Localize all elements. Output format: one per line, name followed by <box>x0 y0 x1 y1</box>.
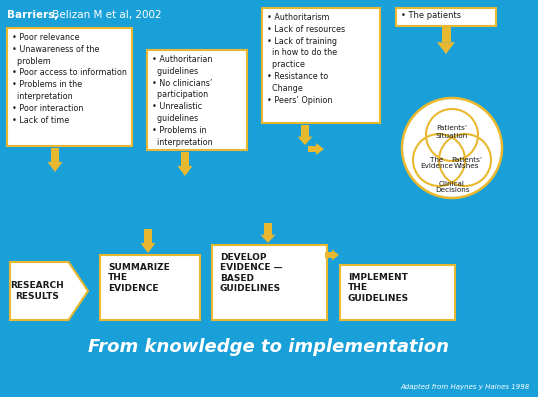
Text: From knowledge to implementation: From knowledge to implementation <box>88 338 450 356</box>
Polygon shape <box>47 162 62 172</box>
Text: Belizan M et al, 2002: Belizan M et al, 2002 <box>49 10 161 20</box>
Polygon shape <box>10 262 88 320</box>
Polygon shape <box>437 42 455 54</box>
Text: • Authoritarism
• Lack of resources
• Lack of training
  in how to do the
  prac: • Authoritarism • Lack of resources • La… <box>267 13 345 104</box>
Polygon shape <box>332 249 339 260</box>
Text: IMPLEMENT
THE
GUIDELINES: IMPLEMENT THE GUIDELINES <box>348 273 409 303</box>
Text: SUMMARIZE
THE
EVIDENCE: SUMMARIZE THE EVIDENCE <box>108 263 170 293</box>
Polygon shape <box>51 148 59 162</box>
Text: Adapted from Haynes y Haines 1998: Adapted from Haynes y Haines 1998 <box>401 384 530 390</box>
FancyBboxPatch shape <box>7 28 132 146</box>
FancyBboxPatch shape <box>340 265 455 320</box>
FancyBboxPatch shape <box>262 8 380 123</box>
Text: • Authoritarian
  guidelines
• No clinicians’
  participation
• Unrealistic
  gu: • Authoritarian guidelines • No clinicia… <box>152 55 213 146</box>
Text: Patients’
Situation: Patients’ Situation <box>436 125 468 139</box>
FancyBboxPatch shape <box>147 50 247 150</box>
Text: DEVELOP
EVIDENCE —
BASED
GUIDELINES: DEVELOP EVIDENCE — BASED GUIDELINES <box>220 253 282 293</box>
Circle shape <box>402 98 502 198</box>
Polygon shape <box>178 166 193 176</box>
Polygon shape <box>181 152 189 166</box>
Text: Barriers,: Barriers, <box>7 10 59 20</box>
Polygon shape <box>140 243 155 253</box>
Text: • Poor relevance
• Unawareness of the
  problem
• Poor access to information
• P: • Poor relevance • Unawareness of the pr… <box>12 33 127 125</box>
Polygon shape <box>264 223 272 235</box>
FancyBboxPatch shape <box>100 255 200 320</box>
FancyBboxPatch shape <box>396 8 496 26</box>
Polygon shape <box>442 26 450 42</box>
Polygon shape <box>316 143 324 155</box>
Polygon shape <box>325 252 332 258</box>
Polygon shape <box>301 125 309 137</box>
Polygon shape <box>260 235 275 243</box>
Text: • The patients: • The patients <box>401 11 461 20</box>
Text: Clinical
Decisions: Clinical Decisions <box>435 181 469 193</box>
Polygon shape <box>298 137 313 145</box>
FancyBboxPatch shape <box>212 245 327 320</box>
Polygon shape <box>308 146 316 152</box>
Text: Patients’
Wishes: Patients’ Wishes <box>451 156 483 170</box>
Polygon shape <box>144 229 152 243</box>
Text: RESEARCH
RESULTS: RESEARCH RESULTS <box>10 281 64 301</box>
Text: The
Evidence: The Evidence <box>421 156 454 170</box>
